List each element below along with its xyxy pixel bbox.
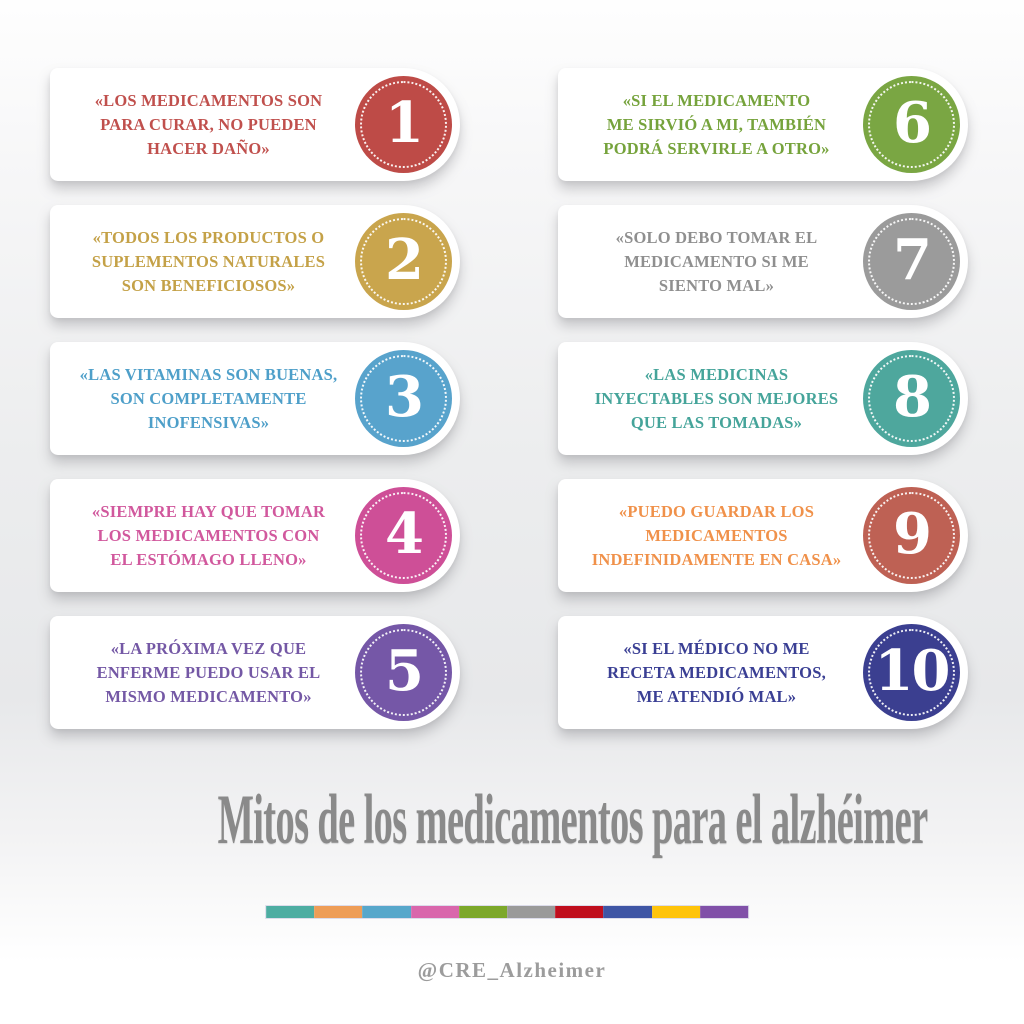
divider-segment <box>410 906 459 918</box>
myth-card-6: «SI EL MEDICAMENTO ME SIRVIÓ A MI, TAMBI… <box>558 68 968 181</box>
title-wrap: Mitos de los medicamentos para el alzhéi… <box>0 781 1024 859</box>
divider-segment <box>266 906 315 918</box>
number-badge: 3 <box>355 350 452 447</box>
number-badge: 6 <box>863 76 960 173</box>
number-badge: 10 <box>863 624 960 721</box>
myth-number: 3 <box>385 364 424 430</box>
myth-number: 2 <box>385 227 424 293</box>
divider-segment <box>458 906 508 918</box>
myth-number: 8 <box>893 364 932 430</box>
myths-grid: «LOS MEDICAMENTOS SON PARA CURAR, NO PUE… <box>50 68 968 729</box>
number-badge: 4 <box>355 487 452 584</box>
myth-card-3: «LAS VITAMINAS SON BUENAS, SON COMPLETAM… <box>50 342 460 455</box>
myths-column-left: «LOS MEDICAMENTOS SON PARA CURAR, NO PUE… <box>50 68 460 729</box>
myth-card-5: «LA PRÓXIMA VEZ QUE ENFERME PUEDO USAR E… <box>50 616 460 729</box>
divider-segment <box>362 906 411 918</box>
myth-quote: «PUEDO GUARDAR LOS MEDICAMENTOS INDEFINI… <box>591 501 842 569</box>
myth-card-9: «PUEDO GUARDAR LOS MEDICAMENTOS INDEFINI… <box>558 479 968 592</box>
myths-column-right: «SI EL MEDICAMENTO ME SIRVIÓ A MI, TAMBI… <box>558 68 968 729</box>
myth-quote: «SI EL MÉDICO NO ME RECETA MEDICAMENTOS,… <box>607 638 826 706</box>
myth-quote: «SIEMPRE HAY QUE TOMAR LOS MEDICAMENTOS … <box>91 501 326 569</box>
myth-quote: «LOS MEDICAMENTOS SON PARA CURAR, NO PUE… <box>94 90 323 158</box>
myth-number: 9 <box>893 501 932 567</box>
myth-quote: «SOLO DEBO TOMAR EL MEDICAMENTO SI ME SI… <box>615 227 818 295</box>
myth-card-10: «SI EL MÉDICO NO ME RECETA MEDICAMENTOS,… <box>558 616 968 729</box>
number-badge: 9 <box>863 487 960 584</box>
myth-quote: «LA PRÓXIMA VEZ QUE ENFERME PUEDO USAR E… <box>96 638 321 706</box>
number-badge: 5 <box>355 624 452 721</box>
divider <box>265 905 750 919</box>
divider-segment <box>314 906 363 918</box>
divider-segment <box>507 906 556 918</box>
myth-card-2: «TODOS LOS PRODUCTOS O SUPLEMENTOS NATUR… <box>50 205 460 318</box>
page-title: Mitos de los medicamentos para el alzhéi… <box>217 780 929 860</box>
myth-number: 10 <box>874 638 951 704</box>
footer-handle: @CRE_Alzheimer <box>417 958 607 982</box>
number-badge: 7 <box>863 213 960 310</box>
divider-segment <box>603 906 652 918</box>
myth-quote: «LAS VITAMINAS SON BUENAS, SON COMPLETAM… <box>79 364 338 432</box>
myth-card-1: «LOS MEDICAMENTOS SON PARA CURAR, NO PUE… <box>50 68 460 181</box>
number-badge: 2 <box>355 213 452 310</box>
number-badge: 1 <box>355 76 452 173</box>
myth-card-8: «LAS MEDICINAS INYECTABLES SON MEJORES Q… <box>558 342 968 455</box>
myth-card-4: «SIEMPRE HAY QUE TOMAR LOS MEDICAMENTOS … <box>50 479 460 592</box>
myth-number: 1 <box>385 90 424 156</box>
myth-number: 6 <box>893 90 932 156</box>
myth-number: 7 <box>893 227 932 293</box>
myth-number: 4 <box>385 501 424 567</box>
myth-quote: «LAS MEDICINAS INYECTABLES SON MEJORES Q… <box>594 364 839 432</box>
myth-quote: «TODOS LOS PRODUCTOS O SUPLEMENTOS NATUR… <box>91 227 326 295</box>
divider-segment <box>555 906 604 918</box>
number-badge: 8 <box>863 350 960 447</box>
myth-quote: «SI EL MEDICAMENTO ME SIRVIÓ A MI, TAMBI… <box>603 90 830 158</box>
myth-card-7: «SOLO DEBO TOMAR EL MEDICAMENTO SI ME SI… <box>558 205 968 318</box>
divider-segment <box>651 906 700 918</box>
divider-segment <box>699 906 749 918</box>
myth-number: 5 <box>385 638 424 704</box>
